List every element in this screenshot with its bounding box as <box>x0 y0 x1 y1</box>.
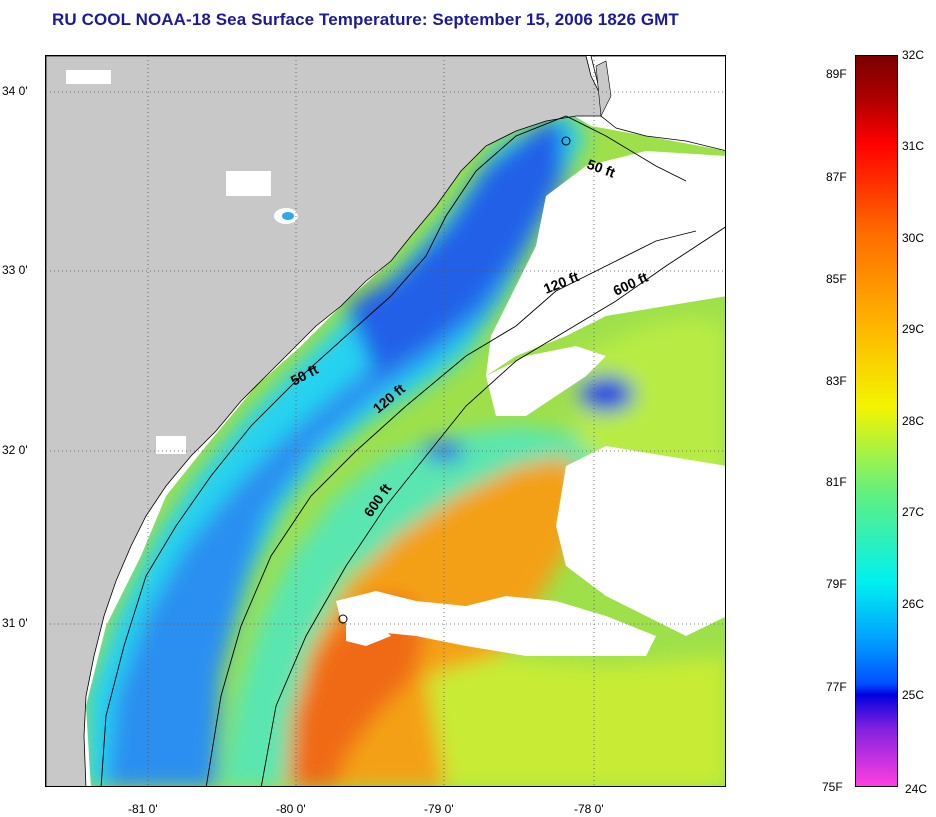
colorbar-f-label: 77F <box>826 680 847 694</box>
colorbar-c-label: 31C <box>902 139 925 153</box>
colorbar-c-label: 28C <box>902 414 925 428</box>
land-mass <box>46 56 602 786</box>
isobath-600ft <box>260 226 725 786</box>
latitude-label: 32 0' <box>2 443 28 457</box>
colorbar-c-label: 30C <box>902 231 925 245</box>
isobath-120ft <box>205 230 697 786</box>
isobath-50ft <box>100 115 687 786</box>
colorbar-c-label: 27C <box>902 505 925 519</box>
colorbar-f-label: 81F <box>826 475 847 489</box>
isobaths <box>100 115 725 786</box>
colorbar-f-label: 85F <box>826 272 847 286</box>
latitude-label: 34 0' <box>2 84 28 98</box>
colorbar-f-label: 79F <box>826 577 847 591</box>
inland-clouds <box>66 70 298 454</box>
colorbar-gradient <box>856 56 897 786</box>
colorbar-c-label: 32C <box>902 48 925 62</box>
graticule <box>46 56 725 786</box>
longitude-label: -80 0' <box>276 802 306 816</box>
latitude-label: 33 0' <box>2 263 28 277</box>
map-title: RU COOL NOAA-18 Sea Surface Temperature:… <box>52 10 679 29</box>
latitude-label: 31 0' <box>2 616 28 630</box>
colorbar-f-label: 83F <box>826 374 847 388</box>
colorbar-f-label: 75F <box>822 780 843 794</box>
colorbar-f-label: 87F <box>826 170 847 184</box>
station-marker <box>338 614 348 624</box>
colorbar-c-label: 25C <box>902 688 925 702</box>
longitude-label: -78 0' <box>574 802 604 816</box>
sst-map-canvas: 50 ft 50 ft 120 ft 120 ft 600 ft 600 ft <box>46 56 725 786</box>
colorbar-f-label: 89F <box>826 67 847 81</box>
colorbar-c-label: 29C <box>902 322 925 336</box>
cape-peninsula <box>595 60 612 118</box>
station-marker <box>561 136 571 146</box>
colorbar-c-label: 24C <box>905 782 928 796</box>
longitude-label: -81 0' <box>128 802 158 816</box>
sst-map: 50 ft 50 ft 120 ft 120 ft 600 ft 600 ft <box>45 55 726 787</box>
colorbar-c-label: 26C <box>902 597 925 611</box>
temperature-colorbar <box>855 55 898 787</box>
longitude-label: -79 0' <box>424 802 454 816</box>
inland-lake <box>282 212 294 220</box>
